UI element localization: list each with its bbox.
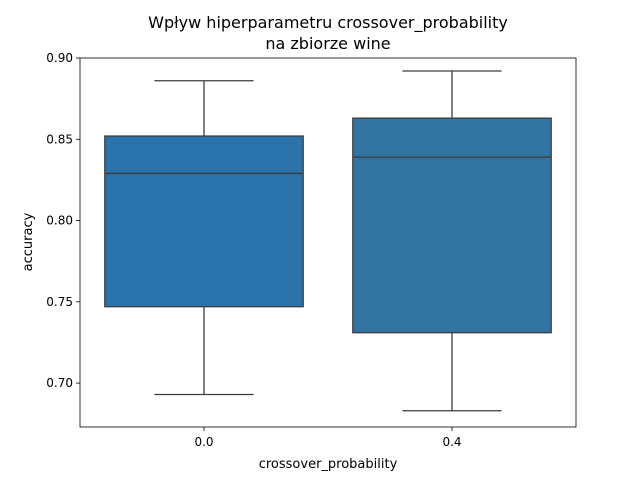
box-iqr (352, 117, 552, 334)
plot-area (104, 70, 552, 412)
x-tick-label: 0.0 (194, 435, 213, 449)
y-tick-label: 0.70 (46, 376, 73, 390)
y-axis-label: accuracy (21, 212, 36, 271)
y-tick-label: 0.90 (46, 51, 73, 65)
axes-frame (79, 57, 577, 428)
x-tick-label: 0.4 (442, 435, 461, 449)
chart-title-line-2: na zbiorze wine (265, 34, 390, 53)
chart-title-line-1: Wpływ hiperparametru crossover_probabili… (148, 13, 508, 33)
y-tick-label: 0.85 (46, 132, 73, 146)
y-tick-label: 0.75 (46, 295, 73, 309)
box-group-0.4 (352, 70, 552, 412)
box-group-0.0 (104, 80, 304, 396)
x-axis-ticks: 0.0 0.4 (194, 427, 462, 449)
y-axis-ticks: 0.70 0.75 0.80 0.85 0.90 (46, 51, 80, 390)
box-iqr (104, 135, 304, 308)
y-tick-label: 0.80 (46, 214, 73, 228)
x-axis-label: crossover_probability (259, 457, 398, 472)
